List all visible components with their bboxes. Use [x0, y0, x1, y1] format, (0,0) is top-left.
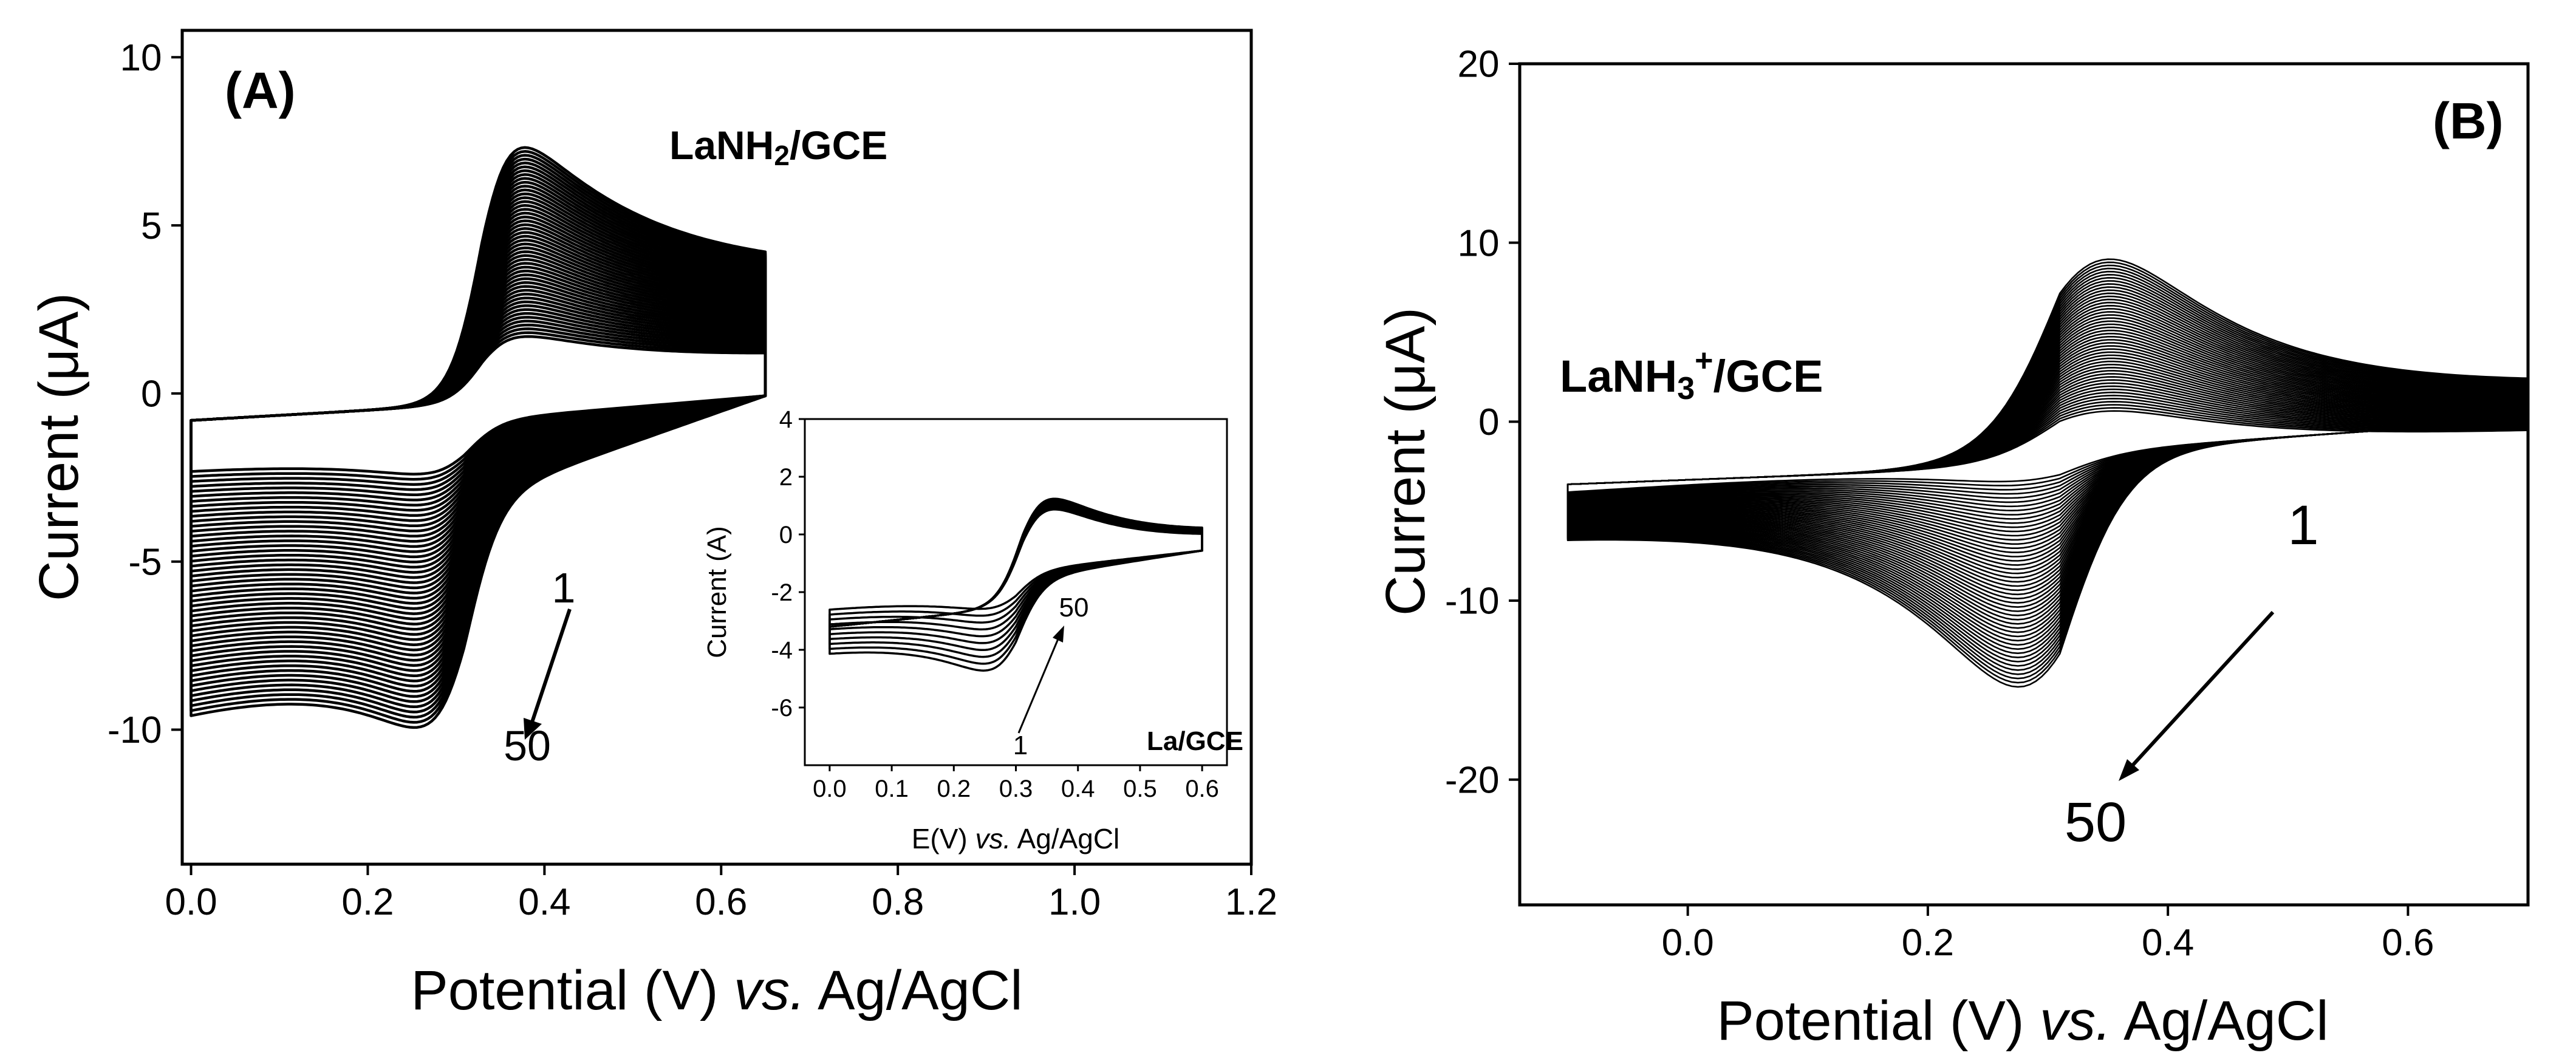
panel-a-cycle-curve — [190, 146, 767, 729]
panel-b-cycle-curve — [1566, 280, 2529, 658]
inset-cycle-arrowhead — [1053, 626, 1064, 643]
panel-a-y-tick-label: 0 — [141, 373, 162, 415]
panel-b-x-tick-label: 0.6 — [2382, 922, 2434, 964]
inset-y-tick-label: 2 — [779, 464, 793, 491]
panel-a-curve-label: LaNH2/GCE — [669, 123, 887, 171]
panel-b-cv-curves — [1566, 258, 2529, 688]
inset-x-tick-label: 0.3 — [999, 776, 1033, 802]
panel-b-curve-label: LaNH3+/GCE — [1560, 343, 1823, 406]
inset-x-tick-label: 0.0 — [813, 776, 847, 802]
inset-cycle-arrow — [1017, 634, 1061, 734]
panel-b-arrow-end-label: 50 — [2065, 791, 2127, 853]
panel-b-cycle-arrow — [2125, 610, 2275, 773]
panel-b-y-tick-label: 10 — [1458, 222, 1500, 264]
inset-x-tick-label: 0.5 — [1123, 776, 1157, 802]
panel-a-inset: 0.0 0.1 0.2 0.3 0.4 0.5 0.6 4 2 0 -2 -4 -6 E(V) vs.… — [702, 406, 1243, 854]
panel-a-x-tick-label: 1.2 — [1225, 881, 1277, 923]
panel-a-cycle-arrow — [529, 609, 572, 726]
panel-a-x-tick-label: 0.0 — [165, 881, 217, 923]
inset-x-ticks: 0.0 0.1 0.2 0.3 0.4 0.5 0.6 — [813, 765, 1219, 802]
inset-arrow-end-label: 50 — [1059, 593, 1089, 622]
inset-x-tick-label: 0.4 — [1061, 776, 1095, 802]
panel-a-y-axis-title: Current (μA) — [28, 293, 90, 601]
inset-y-ticks: 4 2 0 -2 -4 -6 — [771, 406, 805, 721]
panel-a-x-ticks: 0.0 0.2 0.4 0.6 0.8 1.0 1.2 — [165, 864, 1277, 923]
panel-b-cycle-arrowhead — [2119, 759, 2139, 781]
panel-a-y-tick-label: 10 — [120, 37, 162, 79]
inset-y-tick-label: -4 — [771, 637, 793, 664]
panel-b-y-ticks: 20 10 0 -10 -20 — [1445, 44, 1520, 801]
inset-arrow-start-label: 1 — [1013, 731, 1028, 760]
panel-a-x-tick-label: 0.6 — [695, 881, 747, 923]
panel-a-y-tick-label: -10 — [108, 709, 162, 751]
panel-a-x-tick-label: 1.0 — [1048, 881, 1101, 923]
panel-a-x-tick-label: 0.2 — [341, 881, 394, 923]
panel-a-cv-curves — [190, 146, 767, 729]
inset-y-tick-label: 0 — [779, 522, 793, 548]
inset-y-tick-label: 4 — [779, 406, 793, 433]
panel-a-arrow-start-label: 1 — [552, 564, 576, 612]
inset-cycle-curve — [828, 497, 1203, 628]
panel-b-y-tick-label: 0 — [1478, 401, 1499, 443]
panel-b-y-axis-title: Current (μA) — [1375, 307, 1437, 616]
panel-b-cycle-curve — [1566, 264, 2529, 680]
inset-x-tick-label: 0.6 — [1185, 776, 1219, 802]
panel-a-x-axis-title: Potential (V) vs. Ag/AgCl — [411, 960, 1022, 1021]
panel-b-y-tick-label: -20 — [1445, 759, 1500, 801]
inset-curve-label: La/GCE — [1147, 726, 1243, 756]
panel-a-y-tick-label: 5 — [141, 205, 162, 247]
inset-x-tick-label: 0.2 — [937, 776, 971, 802]
panel-b-label: (B) — [2433, 92, 2504, 149]
panel-b-cycle-curve — [1566, 267, 2529, 675]
inset-x-axis-title: E(V) vs. Ag/AgCl — [912, 823, 1120, 854]
inset-background — [805, 419, 1227, 765]
panel-a-y-tick-label: -5 — [128, 541, 162, 583]
panel-b-y-tick-label: 20 — [1458, 44, 1500, 86]
inset-y-tick-label: -2 — [771, 579, 793, 606]
panel-a-arrow-end-label: 50 — [504, 722, 551, 769]
panel-b-plot-frame — [1518, 62, 2530, 907]
inset-x-tick-label: 0.1 — [875, 776, 909, 802]
panel-b-x-tick-label: 0.0 — [1662, 922, 1714, 964]
panel-a-plot-frame — [180, 29, 1253, 866]
inset-y-tick-label: -6 — [771, 695, 793, 721]
panel-b-x-tick-label: 0.4 — [2142, 922, 2194, 964]
panel-b-x-tick-label: 0.2 — [1902, 922, 1954, 964]
panel-a-x-tick-label: 0.8 — [872, 881, 924, 923]
panel-a-label: (A) — [225, 62, 296, 119]
panel-b: 0.0 0.2 0.4 0.6 20 10 0 -10 -20 Potential (V) v… — [1375, 44, 2530, 1052]
inset-cv-curves — [828, 497, 1203, 672]
panel-a-cycle-arrowhead — [524, 718, 542, 740]
panel-b-x-ticks: 0.0 0.2 0.4 0.6 — [1662, 905, 2434, 964]
inset-y-axis-title: Current (A) — [702, 526, 732, 658]
panel-b-y-tick-label: -10 — [1445, 581, 1500, 622]
panel-b-cycle-curve — [1566, 283, 2529, 654]
panel-a-y-ticks: 10 5 0 -5 -10 — [108, 37, 182, 751]
panel-a-x-tick-label: 0.4 — [518, 881, 570, 923]
panel-b-arrow-start-label: 1 — [2287, 494, 2318, 556]
panel-b-x-axis-title: Potential (V) vs. Ag/AgCl — [1717, 990, 2328, 1052]
